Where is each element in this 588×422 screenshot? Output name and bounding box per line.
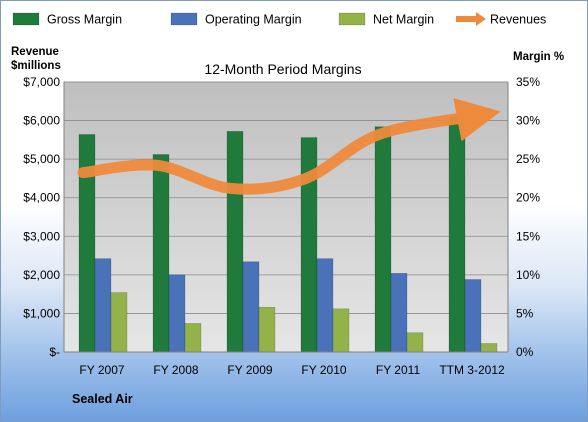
y-left-tick-label: $4,000 [23,191,60,205]
gross-margin-legend-label: Gross Margin [47,13,122,27]
net-margin-bar [480,343,498,353]
operating-margin-bar [464,279,482,353]
net-margin-bar [110,292,128,353]
right-axis-title: Margin % [513,51,564,63]
net-margin-bar [332,308,350,353]
y-right-tick-label: 0% [516,345,534,359]
y-left-tick-label: $3,000 [23,229,60,243]
operating-margin-bar [94,258,112,353]
net-margin-bar [406,332,424,353]
y-right-tick-label: 20% [516,191,540,205]
operating-margin-legend-label: Operating Margin [205,13,302,27]
net-margin-legend-label: Net Margin [373,13,434,27]
operating-margin-bar [168,274,186,353]
x-tick-label: FY 2008 [153,363,198,377]
y-left-tick-label: $1,000 [23,306,60,320]
y-left-tick-label: $7,000 [23,75,60,89]
gross-margin-bar [374,126,392,353]
revenue-line [77,98,501,195]
revenues-legend-label: Revenues [490,13,546,27]
left-axis-title: Revenue $millions [11,46,62,72]
net-margin-bar [258,306,276,353]
revenues-line [77,98,501,195]
net-margin-legend-swatch [338,12,366,26]
chart-title: 12-Month Period Margins [204,61,361,77]
revenues-legend-arrow [476,12,486,26]
x-tick-label: TTM 3-2012 [439,363,505,377]
gross-margin-bar [152,154,170,353]
y-right-tick-label: 30% [516,114,540,128]
y-right-tick-label: 15% [516,229,540,243]
left-axis-title-line2: $millions [11,60,61,72]
y-right-tick-label: 5% [516,306,534,320]
x-tick-label: FY 2011 [376,363,421,377]
legend: Gross Margin Operating Margin Net Margin Re… [12,12,546,27]
gross-margin-bar [226,131,244,353]
left-axis-title-line1: Revenue [11,46,59,58]
gross-margin-legend-swatch [12,12,40,26]
x-tick-label: FY 2010 [301,363,346,377]
operating-margin-bar [390,273,408,353]
y-right-tick-label: 35% [516,75,540,89]
gross-margin-bar [448,116,466,353]
x-tick-label: FY 2007 [79,363,124,377]
operating-margin-bar [242,261,260,353]
y-left-tick-label: $6,000 [23,114,60,128]
y-right-tick-label: 25% [516,152,540,166]
y-left-tick-label: $2,000 [23,268,60,282]
net-margin-bar [184,323,202,353]
x-tick-label: FY 2009 [227,363,272,377]
axes: $- $1,000 $2,000 $3,000 $4,000 $5,000 $6,000 $7… [23,75,540,377]
y-right-tick-label: 10% [516,268,540,282]
y-left-tick-label: $5,000 [23,152,60,166]
company-name: Sealed Air [72,392,133,406]
operating-margin-legend-swatch [170,12,198,26]
operating-margin-bar [316,258,334,353]
y-left-tick-label: $- [49,345,60,359]
